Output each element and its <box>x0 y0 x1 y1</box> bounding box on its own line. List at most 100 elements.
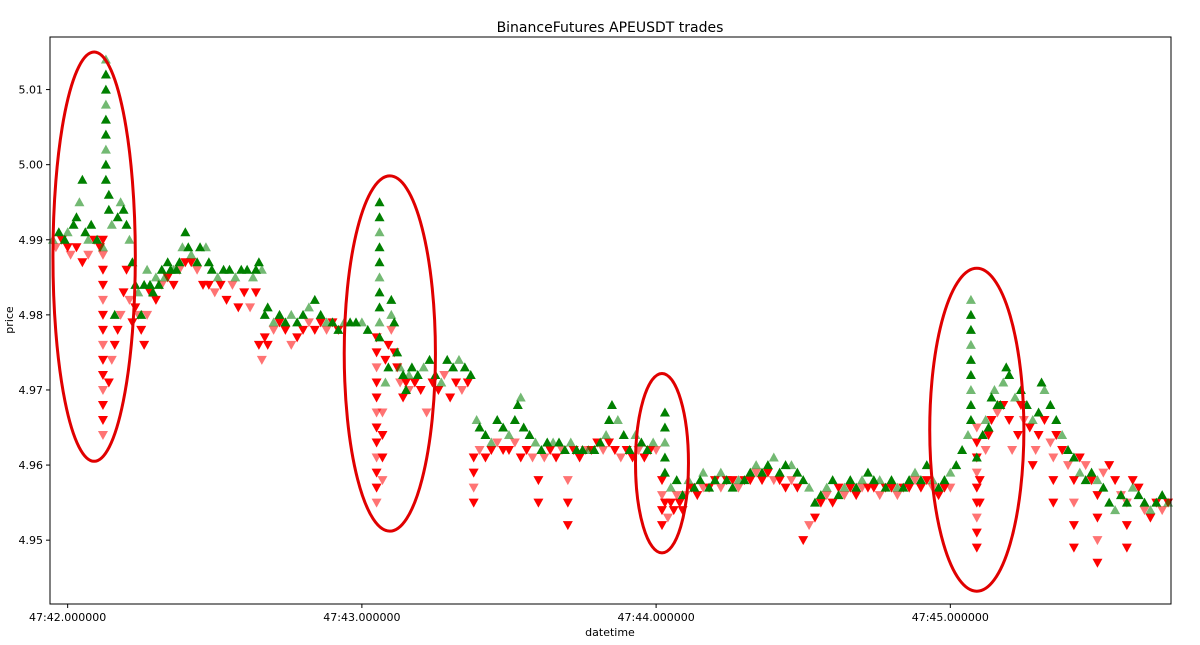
buy-trade-marker <box>412 369 423 379</box>
sell-trade-marker <box>115 310 126 320</box>
sell-trade-marker <box>656 476 667 486</box>
buy-trade-marker <box>471 415 482 425</box>
buy-trade-marker <box>862 467 873 477</box>
buy-trade-marker <box>933 482 944 492</box>
buy-trade-marker <box>965 339 976 349</box>
sell-trade-marker <box>692 491 703 501</box>
buy-trade-marker <box>1039 384 1050 394</box>
sell-trade-marker <box>562 521 573 531</box>
sell-trade-marker <box>492 438 503 448</box>
sell-trade-marker <box>77 258 88 268</box>
buy-trade-marker <box>315 309 326 319</box>
buy-trade-marker <box>156 264 167 274</box>
buy-trade-marker <box>1036 377 1047 387</box>
buy-trade-marker <box>386 309 397 319</box>
sell-trade-marker <box>1086 476 1097 486</box>
buy-trade-marker <box>554 437 565 447</box>
buy-trade-marker <box>380 377 391 387</box>
sell-trade-marker <box>1030 446 1041 456</box>
buy-trade-marker <box>256 264 267 274</box>
buy-trade-marker <box>659 467 670 477</box>
buy-trade-marker <box>751 460 762 470</box>
sell-trade-marker <box>521 446 532 456</box>
buy-trade-marker <box>1051 415 1062 425</box>
sell-trade-marker <box>656 506 667 516</box>
sell-trade-marker <box>371 483 382 493</box>
sell-trade-marker <box>97 400 108 410</box>
buy-trade-marker <box>745 467 756 477</box>
buy-trade-marker <box>857 475 868 485</box>
sell-trade-marker <box>97 370 108 380</box>
buy-trade-marker <box>136 309 147 319</box>
sell-trade-marker <box>97 265 108 275</box>
buy-trade-marker <box>62 227 73 237</box>
sell-trade-marker <box>150 295 161 305</box>
x-tick-label: 47:43.000000 <box>323 611 400 624</box>
sell-trade-marker <box>1068 543 1079 553</box>
sell-trade-marker <box>262 340 273 350</box>
buy-trade-marker <box>1145 505 1156 515</box>
buy-trade-marker <box>815 490 826 500</box>
buy-trade-marker <box>1110 505 1121 515</box>
buy-trade-marker <box>100 69 111 79</box>
highlight-ellipse-1 <box>51 50 137 463</box>
buy-trade-marker <box>389 317 400 327</box>
buy-trade-marker <box>100 174 111 184</box>
buy-trade-marker <box>898 482 909 492</box>
buy-trade-marker <box>374 302 385 312</box>
buy-trade-marker <box>709 475 720 485</box>
buy-trade-marker <box>100 129 111 139</box>
x-tick-label: 47:42.000000 <box>29 611 106 624</box>
sell-trade-marker <box>253 340 264 350</box>
buy-trade-marker <box>253 257 264 267</box>
buy-trade-marker <box>71 212 82 222</box>
buy-trade-marker <box>374 197 385 207</box>
buy-trade-marker <box>298 309 309 319</box>
sell-trade-marker <box>527 453 538 463</box>
sell-trade-marker <box>233 303 244 313</box>
sell-trade-marker <box>280 325 291 335</box>
sell-trade-marker <box>1045 438 1056 448</box>
buy-trade-marker <box>698 467 709 477</box>
buy-trade-marker <box>1098 482 1109 492</box>
buy-trade-marker <box>1057 430 1068 440</box>
sell-trade-marker <box>551 453 562 463</box>
buy-trade-marker <box>53 227 64 237</box>
buy-trade-marker <box>512 399 523 409</box>
sell-trade-marker <box>1074 453 1085 463</box>
sell-trade-marker <box>124 295 135 305</box>
sell-trade-marker <box>1024 423 1035 433</box>
sell-trade-marker <box>562 498 573 508</box>
sell-trade-marker <box>97 250 108 260</box>
sell-trade-marker <box>371 393 382 403</box>
buy-trade-marker <box>480 430 491 440</box>
buy-trade-marker <box>757 467 768 477</box>
buy-trade-marker <box>921 460 932 470</box>
sell-trade-marker <box>136 325 147 335</box>
sell-trade-marker <box>377 408 388 418</box>
buy-trade-marker <box>174 257 185 267</box>
sell-trade-marker <box>874 491 885 501</box>
buy-trade-marker <box>515 392 526 402</box>
buy-trade-marker <box>659 407 670 417</box>
buy-trade-marker <box>386 294 397 304</box>
buy-trade-marker <box>492 415 503 425</box>
sell-trade-marker <box>915 483 926 493</box>
sell-trade-marker <box>83 250 94 260</box>
y-axis: 4.95 4.96 4.97 4.98 4.99 5.00 5.01 <box>19 84 50 547</box>
highlight-ellipse-2 <box>342 174 437 533</box>
x-tick-label: 47:44.000000 <box>618 611 695 624</box>
buy-trade-marker <box>951 460 962 470</box>
sell-trade-marker <box>503 446 514 456</box>
sell-trade-marker <box>1092 513 1103 523</box>
sell-trade-marker <box>1092 536 1103 546</box>
sell-trade-marker <box>486 446 497 456</box>
buy-trade-marker <box>424 354 435 364</box>
sell-trade-marker <box>1033 431 1044 441</box>
buy-trade-marker <box>977 430 988 440</box>
sell-trade-marker <box>468 453 479 463</box>
sell-trade-marker <box>468 498 479 508</box>
buy-trade-marker <box>274 309 285 319</box>
sell-trade-marker <box>1080 461 1091 471</box>
